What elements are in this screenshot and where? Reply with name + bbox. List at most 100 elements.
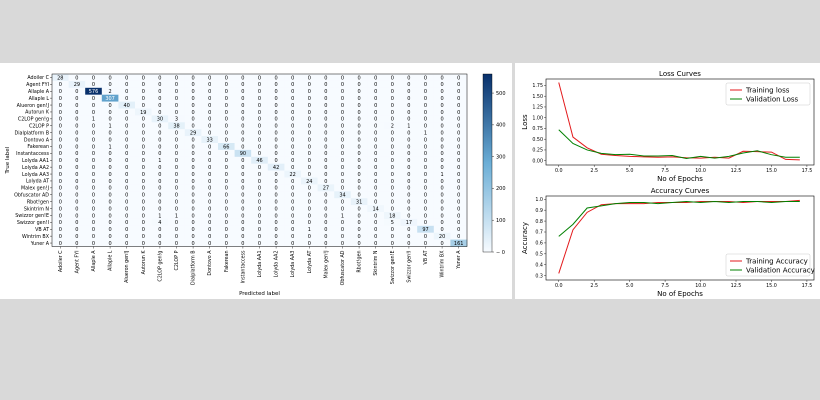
heatmap-cell-value: 0 xyxy=(125,137,128,143)
heatmap-cell xyxy=(251,101,268,109)
heatmap-cell xyxy=(234,218,252,226)
heatmap-cell xyxy=(101,129,119,137)
heatmap-cell-value: 0 xyxy=(142,89,145,95)
heatmap-cell-value: 1 xyxy=(441,172,444,178)
heatmap-cell-value: 97 xyxy=(422,227,428,233)
heatmap-cell xyxy=(184,74,202,82)
x-tick-label: Yuner A xyxy=(456,250,462,270)
heatmap-cell-value: 0 xyxy=(258,193,261,199)
heatmap-cell-value: 0 xyxy=(441,206,444,212)
heatmap-cell xyxy=(218,239,235,247)
heatmap-cell-value: 0 xyxy=(457,158,460,164)
heatmap-cell-value: 0 xyxy=(225,82,228,88)
heatmap-cell-value: 0 xyxy=(374,172,377,178)
heatmap-cell-value: 0 xyxy=(241,179,244,185)
heatmap-cell-value: 0 xyxy=(75,158,78,164)
heatmap-cell-value: 0 xyxy=(275,82,278,88)
loss-x-tick-label: 12.5 xyxy=(731,168,742,174)
heatmap-cell xyxy=(367,191,385,199)
heatmap-cell-value: 0 xyxy=(424,110,427,116)
colorbar-tick-label: 300 xyxy=(496,154,506,160)
y-tick-label: Agent FYI xyxy=(26,82,49,88)
heatmap-cell xyxy=(284,149,302,157)
heatmap-cell-value: 0 xyxy=(374,130,377,136)
heatmap-cell-value: 0 xyxy=(59,151,62,157)
heatmap-cell xyxy=(384,205,401,213)
heatmap-cell-value: 0 xyxy=(258,137,261,143)
heatmap-cell-value: 0 xyxy=(275,234,278,240)
heatmap-cell xyxy=(68,225,86,233)
heatmap-cell-value: 0 xyxy=(341,220,344,226)
heatmap-cell-value: 0 xyxy=(308,124,311,130)
heatmap-cell xyxy=(251,108,268,116)
heatmap-cell-value: 0 xyxy=(374,144,377,150)
heatmap-cell xyxy=(317,115,335,123)
heatmap-cell xyxy=(85,136,102,144)
heatmap-cell xyxy=(85,143,102,151)
heatmap-cell xyxy=(284,122,302,130)
heatmap-cell xyxy=(301,87,318,95)
heatmap-cell xyxy=(85,218,102,226)
heatmap-cell xyxy=(151,177,169,185)
heatmap-cell-value: 0 xyxy=(59,165,62,171)
heatmap-cell-value: 0 xyxy=(407,75,410,81)
heatmap-cell xyxy=(284,143,302,151)
heatmap-cell xyxy=(417,212,434,220)
heatmap-cell-value: 0 xyxy=(208,151,211,157)
heatmap-cell-value: 0 xyxy=(75,103,78,109)
y-tick-label: Fakerean xyxy=(27,144,49,150)
heatmap-cell-value: 0 xyxy=(308,193,311,199)
heatmap-cell-value: 0 xyxy=(225,103,228,109)
heatmap-cell-value: 0 xyxy=(59,179,62,185)
heatmap-cell xyxy=(168,143,185,151)
heatmap-cell xyxy=(135,177,152,185)
heatmap-cell xyxy=(234,156,252,164)
heatmap-cell-value: 0 xyxy=(291,227,294,233)
heatmap-cell xyxy=(168,225,185,233)
heatmap-cell xyxy=(201,212,219,220)
heatmap-cell xyxy=(367,163,385,171)
heatmap-cell-value: 0 xyxy=(291,110,294,116)
heatmap-cell xyxy=(168,115,185,123)
heatmap-cell xyxy=(151,163,169,171)
x-tick-label: Agent FYI xyxy=(74,251,80,274)
heatmap-cell-value: 0 xyxy=(158,172,161,178)
heatmap-cell-value: 0 xyxy=(92,206,95,212)
heatmap-cell-value: 0 xyxy=(374,199,377,205)
heatmap-cell xyxy=(151,225,169,233)
heatmap-cell xyxy=(317,80,335,88)
x-tick-label: Malex gen!J xyxy=(323,251,329,279)
heatmap-cell xyxy=(384,212,401,220)
heatmap-cell xyxy=(52,149,69,157)
heatmap-cell-value: 0 xyxy=(308,103,311,109)
heatmap-cell xyxy=(450,163,468,171)
heatmap-cell-value: 0 xyxy=(208,220,211,226)
heatmap-cell-value: 0 xyxy=(158,137,161,143)
heatmap-cell-value: 0 xyxy=(424,103,427,109)
heatmap-cell xyxy=(384,80,401,88)
heatmap-cell-value: 42 xyxy=(273,165,279,171)
heatmap-cell xyxy=(234,87,252,95)
heatmap-cell-value: 0 xyxy=(125,158,128,164)
heatmap-cell-value: 28 xyxy=(57,75,63,81)
heatmap-cell xyxy=(135,239,152,247)
heatmap-cell xyxy=(433,232,451,240)
heatmap-cell xyxy=(251,143,268,151)
heatmap-cell xyxy=(450,239,468,247)
heatmap-cell-value: 0 xyxy=(125,234,128,240)
heatmap-cell xyxy=(284,156,302,164)
heatmap-cell xyxy=(384,218,401,226)
heatmap-cell-value: 0 xyxy=(441,165,444,171)
heatmap-cell xyxy=(350,205,368,213)
x-tick-label: Lolyda AT xyxy=(307,250,313,273)
heatmap-cell-value: 0 xyxy=(324,199,327,205)
heatmap-cell-value: 0 xyxy=(225,186,228,192)
heatmap-cell xyxy=(201,136,219,144)
heatmap-cell xyxy=(350,122,368,130)
heatmap-cell-value: 0 xyxy=(158,199,161,205)
heatmap-cell-value: 0 xyxy=(358,213,361,219)
heatmap-cell xyxy=(367,239,385,247)
x-tick-label: Alueron gen!J xyxy=(124,251,130,283)
heatmap-cell-value: 0 xyxy=(241,172,244,178)
